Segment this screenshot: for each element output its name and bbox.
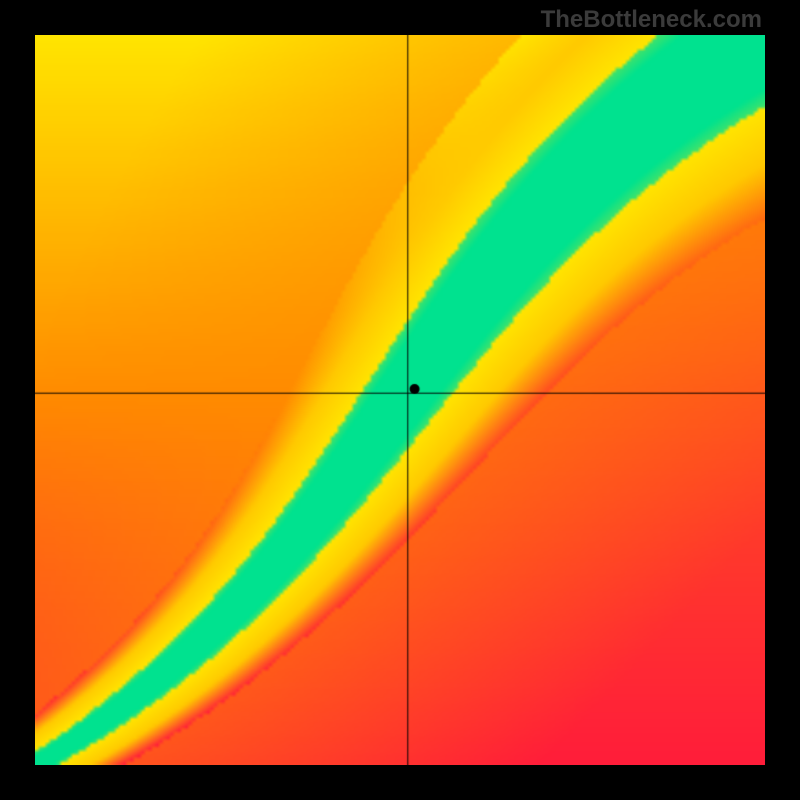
chart-frame: TheBottleneck.com (0, 0, 800, 800)
watermark-text: TheBottleneck.com (541, 6, 762, 34)
heatmap-canvas (35, 35, 765, 765)
